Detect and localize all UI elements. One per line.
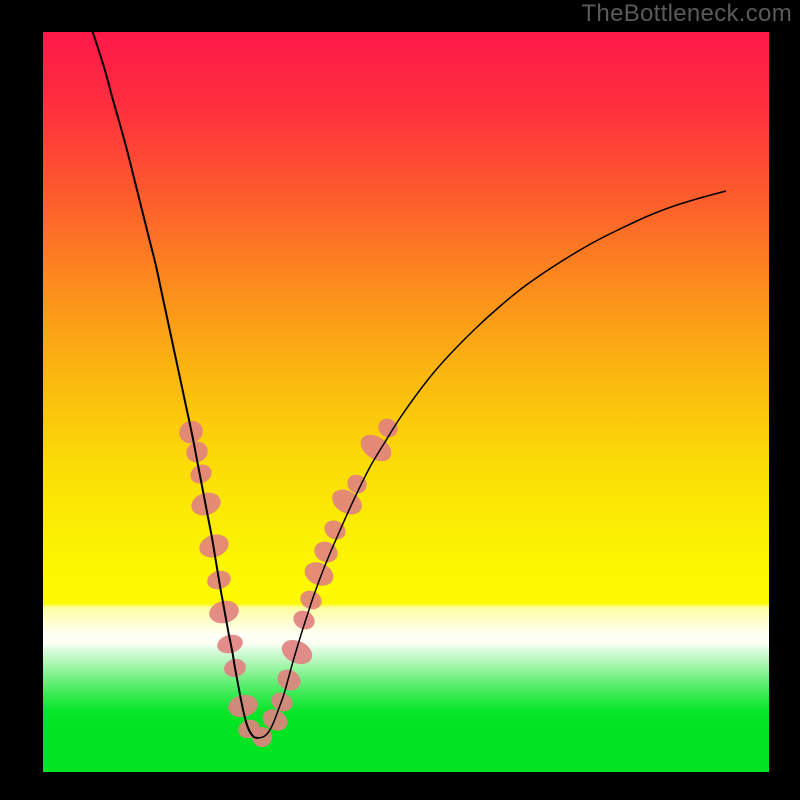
watermark-text: TheBottleneck.com: [581, 0, 792, 28]
bottleneck-chart: [43, 32, 769, 772]
chart-frame: TheBottleneck.com: [0, 0, 800, 800]
chart-background: [43, 32, 769, 772]
plot-area: [43, 32, 769, 772]
